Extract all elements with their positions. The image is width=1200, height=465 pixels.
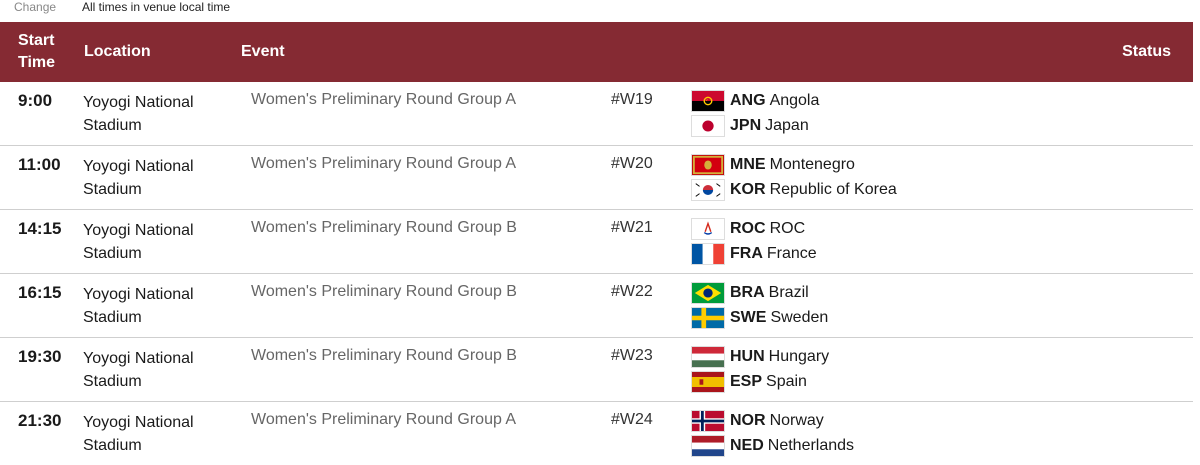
team-2: ESP Spain — [691, 371, 807, 393]
change-timezone-link[interactable]: Change — [14, 0, 57, 14]
hungary-flag-icon — [691, 346, 725, 368]
angola-flag-icon — [691, 90, 725, 112]
japan-flag-icon — [691, 115, 725, 137]
event-name: Women's Preliminary Round Group B — [251, 283, 517, 300]
korea-flag-icon — [691, 179, 725, 201]
team-code: NED — [730, 437, 764, 454]
team-2: KOR Republic of Korea — [691, 179, 897, 201]
team-1: HUN Hungary — [691, 346, 829, 368]
team-name: Japan — [765, 117, 809, 134]
roc-flag-icon — [691, 218, 725, 240]
team-2: JPN Japan — [691, 115, 809, 137]
team-code: ESP — [730, 373, 763, 390]
timezone-note: All times in venue local time — [82, 0, 231, 14]
header-start-time: Start Time — [18, 32, 56, 71]
schedule-table: 9:00 Yoyogi National Stadium Women's Pre… — [0, 82, 1193, 465]
team-name: Brazil — [768, 284, 809, 301]
table-row[interactable]: 9:00 Yoyogi National Stadium Women's Pre… — [0, 82, 1193, 146]
table-row[interactable]: 19:30 Yoyogi National Stadium Women's Pr… — [0, 338, 1193, 402]
start-time: 21:30 — [18, 411, 62, 430]
team-name: Norway — [769, 412, 824, 429]
team-2: FRA France — [691, 243, 817, 265]
team-code: FRA — [730, 245, 763, 262]
team-code: NOR — [730, 412, 766, 429]
location: Yoyogi National Stadium — [83, 94, 194, 134]
team-name: Netherlands — [767, 437, 855, 454]
team-name: ROC — [769, 220, 806, 237]
start-time: 11:00 — [18, 155, 61, 174]
table-header: Start Time Location Event Status — [0, 22, 1193, 82]
start-time: 16:15 — [18, 283, 62, 302]
team-1: NOR Norway — [691, 410, 824, 432]
location: Yoyogi National Stadium — [83, 222, 194, 262]
start-time: 19:30 — [18, 347, 62, 366]
team-1: MNE Montenegro — [691, 154, 855, 176]
team-code: JPN — [730, 117, 762, 134]
location: Yoyogi National Stadium — [83, 158, 194, 198]
spain-flag-icon — [691, 371, 725, 393]
netherlands-flag-icon — [691, 435, 725, 457]
table-row[interactable]: 21:30 Yoyogi National Stadium Women's Pr… — [0, 402, 1193, 465]
match-number: #W20 — [611, 155, 653, 172]
team-code: MNE — [730, 156, 766, 173]
location: Yoyogi National Stadium — [83, 350, 194, 390]
norway-flag-icon — [691, 410, 725, 432]
match-number: #W21 — [611, 219, 653, 236]
team-1: ROC ROC — [691, 218, 805, 240]
table-row[interactable]: 14:15 Yoyogi National Stadium Women's Pr… — [0, 210, 1193, 274]
team-name: Republic of Korea — [769, 181, 897, 198]
top-bar: Change All times in venue local time — [0, 0, 1200, 22]
start-time: 9:00 — [18, 91, 53, 110]
team-name: Angola — [769, 92, 820, 109]
team-2: SWE Sweden — [691, 307, 828, 329]
team-name: Sweden — [770, 309, 829, 326]
event-name: Women's Preliminary Round Group A — [251, 91, 517, 108]
team-name: Spain — [766, 373, 807, 390]
header-location: Location — [84, 43, 151, 60]
team-code: KOR — [730, 181, 766, 198]
team-code: HUN — [730, 348, 765, 365]
table-row[interactable]: 16:15 Yoyogi National Stadium Women's Pr… — [0, 274, 1193, 338]
montenegro-flag-icon — [691, 154, 725, 176]
team-2: NED Netherlands — [691, 435, 854, 457]
location: Yoyogi National Stadium — [83, 414, 194, 454]
team-1: BRA Brazil — [691, 282, 809, 304]
match-number: #W24 — [611, 411, 653, 428]
header-event: Event — [241, 43, 285, 60]
match-number: #W19 — [611, 91, 653, 108]
team-name: Montenegro — [769, 156, 855, 173]
start-time: 14:15 — [18, 219, 62, 238]
team-name: Hungary — [768, 348, 830, 365]
brazil-flag-icon — [691, 282, 725, 304]
team-name: France — [766, 245, 817, 262]
team-code: BRA — [730, 284, 765, 301]
team-code: ANG — [730, 92, 766, 109]
team-1: ANG Angola — [691, 90, 819, 112]
france-flag-icon — [691, 243, 725, 265]
match-number: #W22 — [611, 283, 653, 300]
sweden-flag-icon — [691, 307, 725, 329]
team-code: ROC — [730, 220, 766, 237]
event-name: Women's Preliminary Round Group B — [251, 219, 517, 236]
match-number: #W23 — [611, 347, 653, 364]
event-name: Women's Preliminary Round Group B — [251, 347, 517, 364]
team-code: SWE — [730, 309, 767, 326]
table-row[interactable]: 11:00 Yoyogi National Stadium Women's Pr… — [0, 146, 1193, 210]
header-status: Status — [1122, 43, 1171, 60]
event-name: Women's Preliminary Round Group A — [251, 155, 517, 172]
location: Yoyogi National Stadium — [83, 286, 194, 326]
event-name: Women's Preliminary Round Group A — [251, 411, 517, 428]
